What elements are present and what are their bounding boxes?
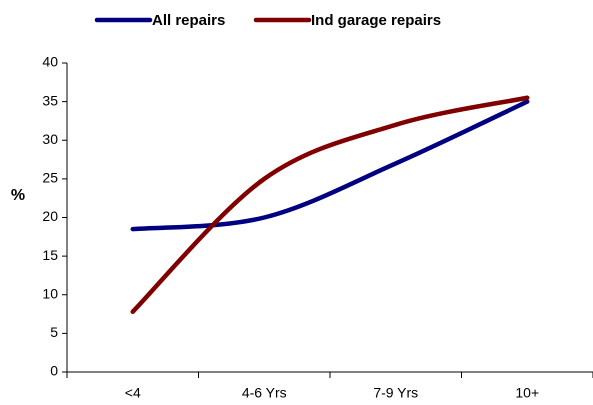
y-tick-label: 10	[42, 285, 58, 301]
y-axis-label: %	[11, 187, 25, 204]
y-tick-label: 20	[42, 208, 58, 224]
y-tick-label: 5	[50, 324, 58, 340]
y-tick-label: 30	[42, 131, 58, 147]
series-line	[130, 99, 530, 232]
y-tick-label: 25	[42, 170, 58, 186]
x-tick-label: <4	[125, 385, 141, 401]
legend-label: All repairs	[152, 12, 225, 29]
y-tick-label: 35	[42, 92, 58, 108]
series-line	[130, 95, 530, 314]
x-tick-label: 7-9 Yrs	[373, 385, 418, 401]
x-tick-label: 4-6 Yrs	[242, 385, 287, 401]
y-tick-label: 40	[42, 54, 58, 70]
x-tick-label: 10+	[515, 385, 539, 401]
y-tick-label: 15	[42, 247, 58, 263]
y-tick-label: 0	[50, 363, 58, 379]
legend-label: Ind garage repairs	[311, 12, 441, 29]
